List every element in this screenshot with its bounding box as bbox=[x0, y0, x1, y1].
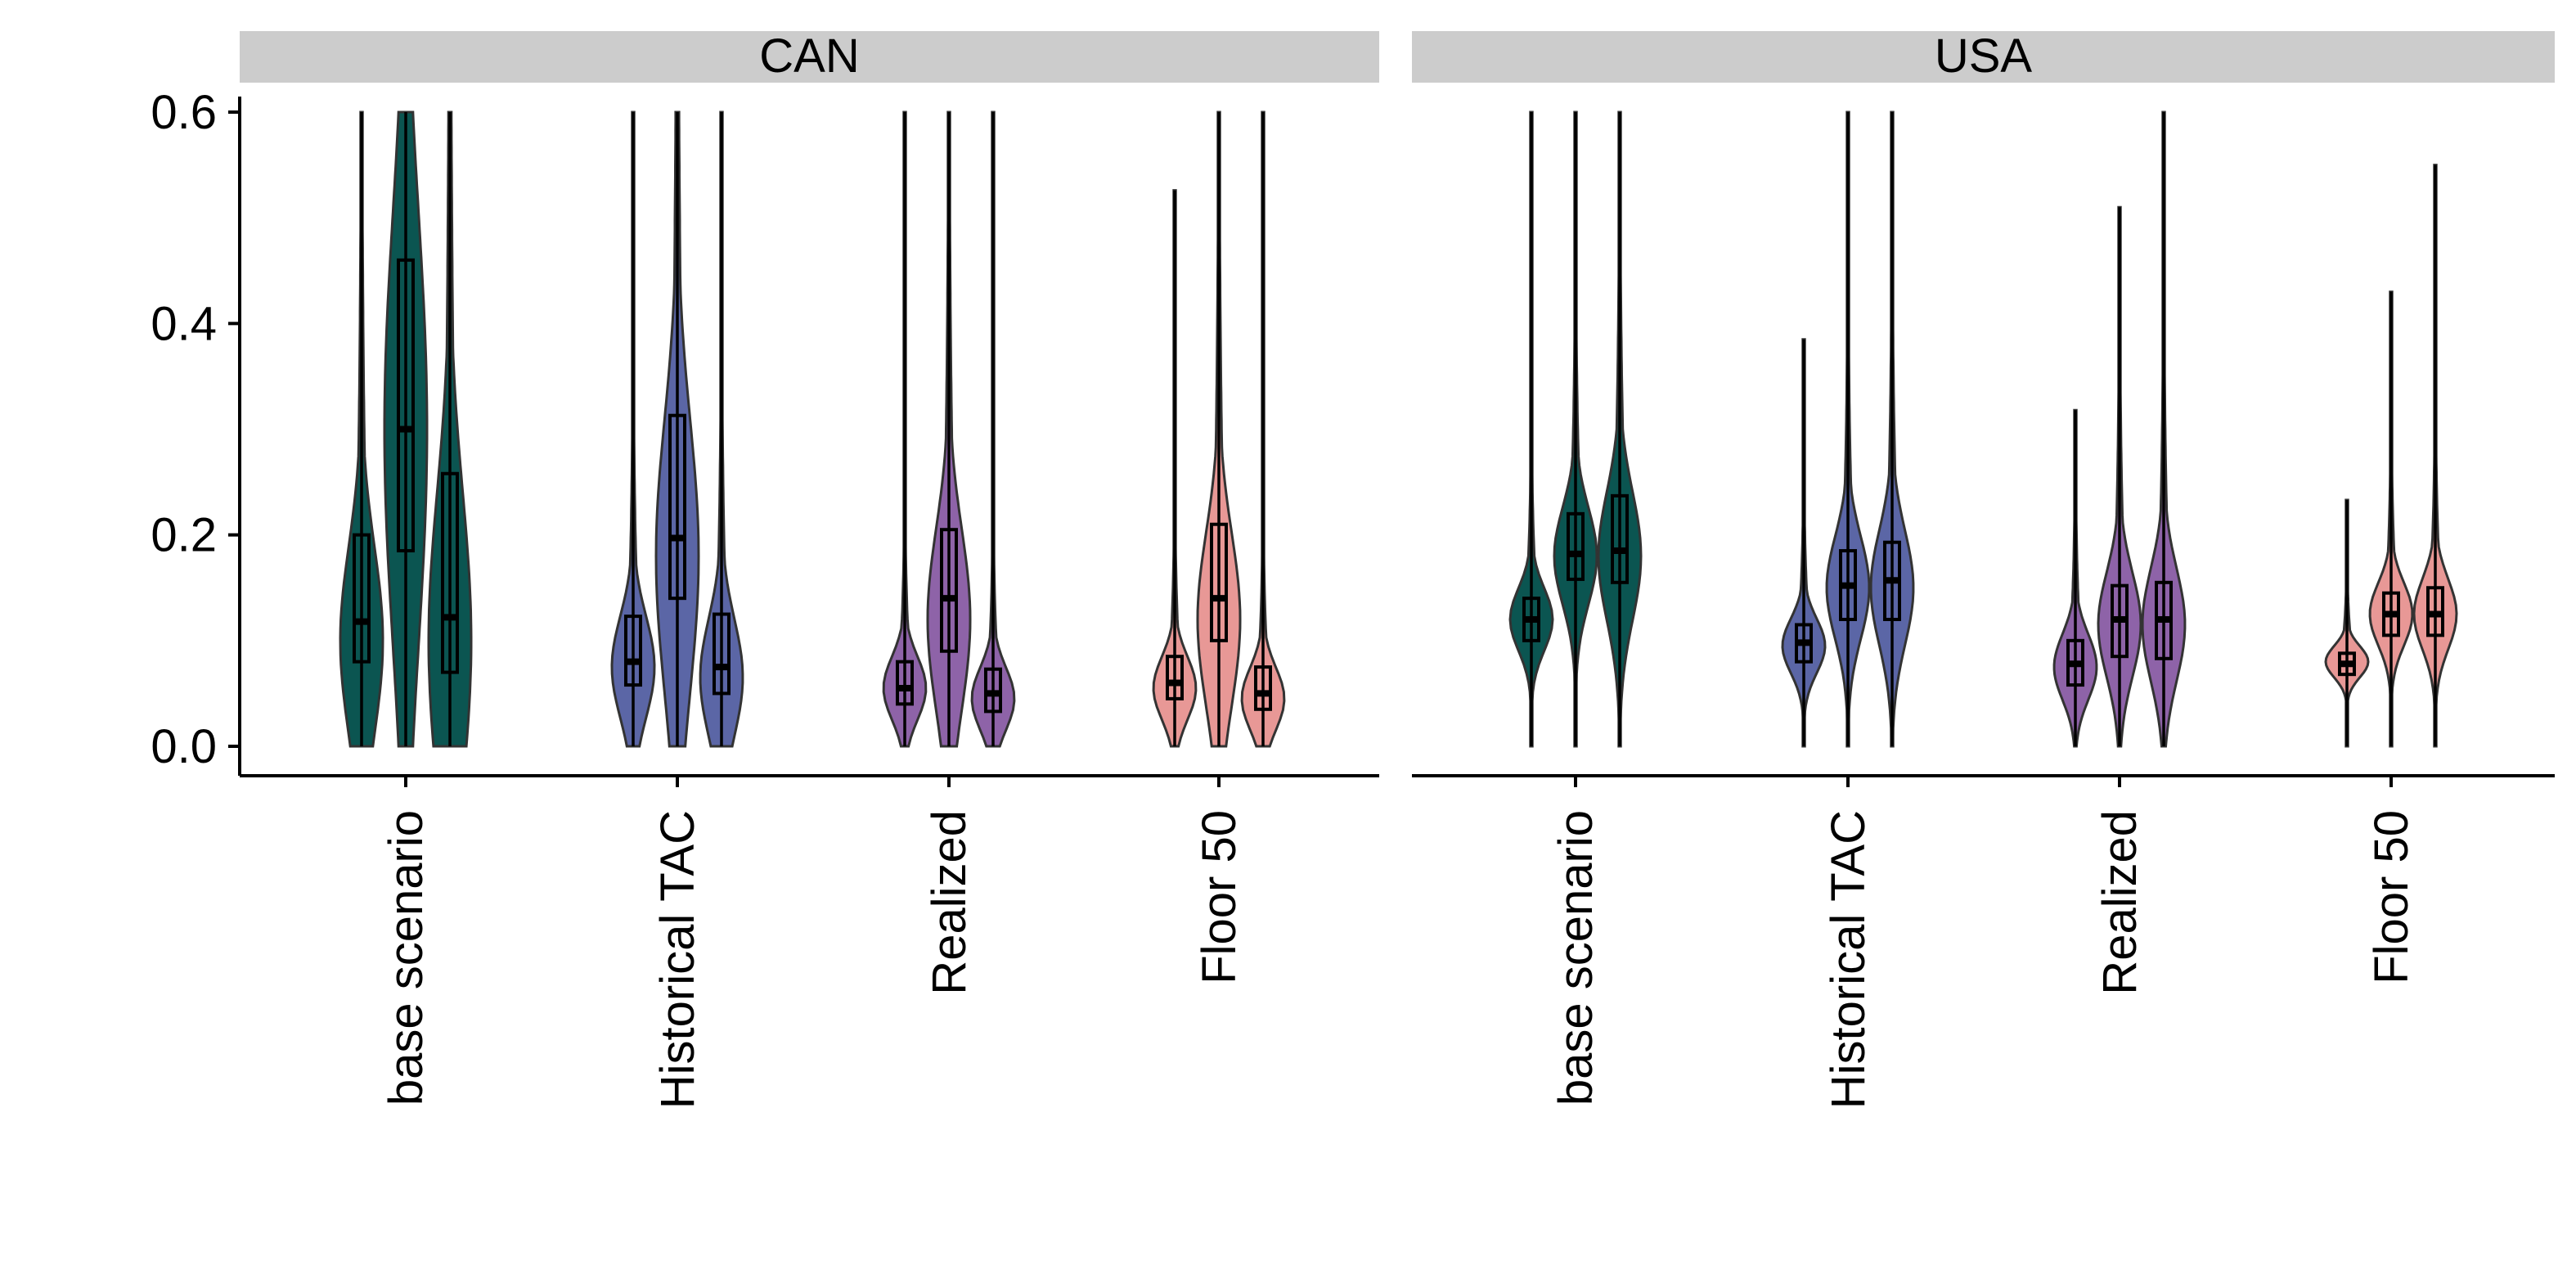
violin-group bbox=[610, 110, 656, 748]
violin-iqr-box bbox=[940, 528, 958, 653]
x-tick-label: Floor 50 bbox=[1193, 810, 1246, 984]
violin-group bbox=[1196, 110, 1242, 748]
violin-group bbox=[339, 110, 384, 748]
violin-iqr-box bbox=[624, 615, 642, 687]
y-tick-label: 0.0 bbox=[151, 720, 217, 773]
x-tick-label: Realized bbox=[923, 810, 976, 995]
facet-strip-can bbox=[240, 31, 1379, 83]
facet-label: USA bbox=[1935, 29, 2033, 83]
violin-group bbox=[383, 110, 429, 748]
y-tick-label: 0.4 bbox=[151, 297, 217, 350]
violin-group bbox=[1240, 110, 1286, 748]
violin-group bbox=[926, 110, 972, 748]
violin-iqr-box bbox=[1611, 493, 1629, 584]
violin-iqr-box bbox=[1567, 511, 1585, 581]
violin-group bbox=[970, 110, 1016, 748]
violin-group bbox=[1781, 338, 1827, 748]
violin-group bbox=[882, 110, 928, 748]
violin-group bbox=[427, 110, 473, 748]
violin-group bbox=[654, 110, 700, 748]
violin-iqr-box bbox=[1254, 665, 1272, 711]
violin-group bbox=[1825, 110, 1871, 748]
violin-group bbox=[1553, 110, 1598, 748]
violin-group bbox=[2052, 408, 2098, 748]
violin-group bbox=[2324, 498, 2370, 748]
violin-iqr-box bbox=[1210, 522, 1228, 642]
violin-group bbox=[2141, 110, 2187, 748]
y-tick-label: 0.6 bbox=[151, 86, 217, 139]
facet-strip-usa bbox=[1412, 31, 2555, 83]
x-tick-label: Realized bbox=[2093, 810, 2147, 995]
violin-iqr-box bbox=[713, 612, 731, 696]
x-tick-label: Historical TAC bbox=[651, 810, 704, 1109]
violin-group bbox=[1597, 110, 1643, 748]
x-tick-label: Floor 50 bbox=[2365, 810, 2418, 984]
x-tick-label: base scenario bbox=[1549, 810, 1603, 1106]
facet-label: CAN bbox=[759, 29, 859, 83]
violin-group bbox=[2097, 205, 2142, 748]
violin-group bbox=[1152, 189, 1198, 748]
violin-group bbox=[2368, 290, 2414, 748]
x-tick-label: base scenario bbox=[380, 810, 433, 1106]
violin-iqr-box bbox=[397, 258, 415, 553]
violin-group bbox=[1869, 110, 1915, 748]
violin-iqr-box bbox=[896, 660, 914, 706]
violin-group bbox=[699, 110, 744, 748]
x-tick-label: Historical TAC bbox=[1822, 810, 1875, 1109]
y-tick-label: 0.2 bbox=[151, 509, 217, 562]
violin-iqr-box bbox=[668, 413, 686, 601]
violin-iqr-box bbox=[1166, 655, 1184, 700]
violin-iqr-box bbox=[353, 533, 371, 664]
violin-iqr-box bbox=[441, 471, 459, 674]
violin-group bbox=[2412, 164, 2458, 748]
violin-group bbox=[1508, 110, 1554, 748]
